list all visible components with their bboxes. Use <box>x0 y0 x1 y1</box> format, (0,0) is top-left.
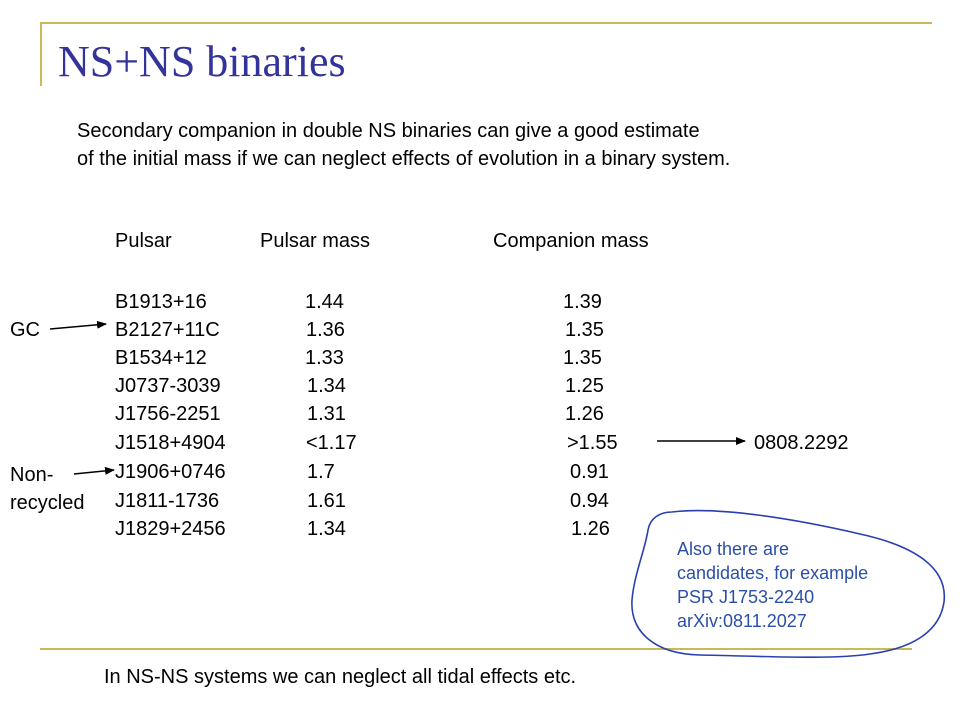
companion-mass: 1.26 <box>565 403 604 425</box>
note-line-4: arXiv:0811.2027 <box>677 611 807 631</box>
pulsar-name: J1829+2456 <box>115 518 226 540</box>
non-recycled-arrow <box>73 466 115 475</box>
pulsar-mass: 1.44 <box>305 291 344 313</box>
pulsar-name: J0737-3039 <box>115 375 221 397</box>
pulsar-name: J1756-2251 <box>115 403 221 425</box>
reference-label: 0808.2292 <box>754 432 849 454</box>
pulsar-mass: <1.17 <box>306 432 357 454</box>
note-line-2: candidates, for example <box>677 563 869 583</box>
pulsar-name: B1534+12 <box>115 347 207 369</box>
pulsar-mass: 1.31 <box>307 403 346 425</box>
companion-mass: >1.55 <box>567 432 618 454</box>
slide-title: NS+NS binaries <box>58 37 346 86</box>
pulsar-name: J1811-1736 <box>115 490 220 512</box>
footer-text: In NS-NS systems we can neglect all tida… <box>104 666 577 688</box>
companion-mass: 1.25 <box>565 375 604 397</box>
companion-mass: 1.39 <box>563 291 602 313</box>
header-pulsar: Pulsar <box>115 230 172 252</box>
intro-paragraph: Secondary companion in double NS binarie… <box>77 117 730 173</box>
pulsar-name: J1906+0746 <box>115 461 226 483</box>
pulsar-name: B1913+16 <box>115 291 207 313</box>
gc-label: GC <box>10 319 40 341</box>
pulsar-name: J1518+4904 <box>115 432 226 454</box>
title-accent-bar <box>40 22 42 86</box>
non-recycled-label: Non- recycled <box>10 461 84 517</box>
non-recycled-line-2: recycled <box>10 492 85 514</box>
companion-mass: 1.35 <box>563 347 602 369</box>
hand-drawn-loop <box>631 509 946 659</box>
bottom-divider-line <box>40 648 912 650</box>
top-divider-line <box>40 22 932 24</box>
header-pulsar-mass: Pulsar mass <box>260 230 371 252</box>
note-line-1: Also there are <box>677 539 790 559</box>
header-companion-mass: Companion mass <box>493 230 649 252</box>
companion-mass: 1.35 <box>565 319 604 341</box>
companion-mass: 0.94 <box>570 490 609 512</box>
pulsar-mass: 1.34 <box>307 375 346 397</box>
non-recycled-line-1: Non- <box>10 464 54 486</box>
candidates-note: Also there are candidates, for example P… <box>677 537 868 633</box>
intro-line-2: of the initial mass if we can neglect ef… <box>77 148 731 170</box>
companion-mass: 1.26 <box>571 518 610 540</box>
pulsar-mass: 1.7 <box>307 461 335 483</box>
pulsar-mass: 1.61 <box>307 490 346 512</box>
companion-mass: 0.91 <box>570 461 609 483</box>
intro-line-1: Secondary companion in double NS binarie… <box>77 120 700 142</box>
note-line-3: PSR J1753-2240 <box>677 587 815 607</box>
gc-arrow <box>49 320 107 330</box>
pulsar-name: B2127+11C <box>115 319 220 341</box>
pulsar-mass: 1.36 <box>306 319 345 341</box>
pulsar-mass: 1.34 <box>307 518 346 540</box>
pulsar-mass: 1.33 <box>305 347 344 369</box>
